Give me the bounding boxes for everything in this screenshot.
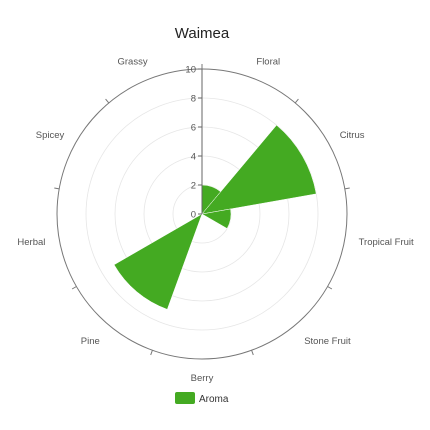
axis-layer: 0 2 4 6 8 10 <box>54 64 350 356</box>
radial-tick-label: 0 <box>191 210 196 221</box>
radial-tick-label: 2 <box>191 181 196 192</box>
category-label-tropical-fruit: Tropical Fruit <box>359 237 414 248</box>
legend[interactable]: Aroma <box>175 392 229 405</box>
labels-layer: Floral Citrus Tropical Fruit Stone Fruit Ber… <box>17 57 414 384</box>
category-label-herbal: Herbal <box>17 237 45 248</box>
angular-tick <box>344 187 350 190</box>
chart-title: Waimea <box>175 25 230 42</box>
legend-swatch-aroma[interactable] <box>175 392 195 404</box>
angular-tick <box>54 187 60 190</box>
category-label-berry: Berry <box>191 373 214 384</box>
bar-tropical-fruit[interactable] <box>201 208 232 229</box>
category-label-grassy: Grassy <box>118 57 148 68</box>
category-label-pine: Pine <box>81 336 100 347</box>
bars-layer <box>113 124 317 310</box>
angular-tick <box>105 98 110 104</box>
angular-tick <box>294 98 299 104</box>
radial-tick-label: 10 <box>185 65 196 76</box>
radial-tick-label: 6 <box>191 123 196 134</box>
category-label-stone-fruit: Stone Fruit <box>304 336 351 347</box>
angular-tick <box>251 350 254 356</box>
bar-citrus[interactable] <box>201 124 317 215</box>
legend-label-aroma[interactable]: Aroma <box>199 394 229 405</box>
bar-pine[interactable] <box>113 213 203 310</box>
category-label-spicey: Spicey <box>36 130 65 141</box>
category-label-citrus: Citrus <box>340 130 365 141</box>
radial-tick-label: 8 <box>191 94 196 105</box>
angular-tick <box>150 350 153 356</box>
radial-tick-label: 4 <box>191 152 196 163</box>
category-label-floral: Floral <box>256 57 280 68</box>
angular-tick <box>71 286 77 290</box>
angular-tick <box>327 286 333 290</box>
